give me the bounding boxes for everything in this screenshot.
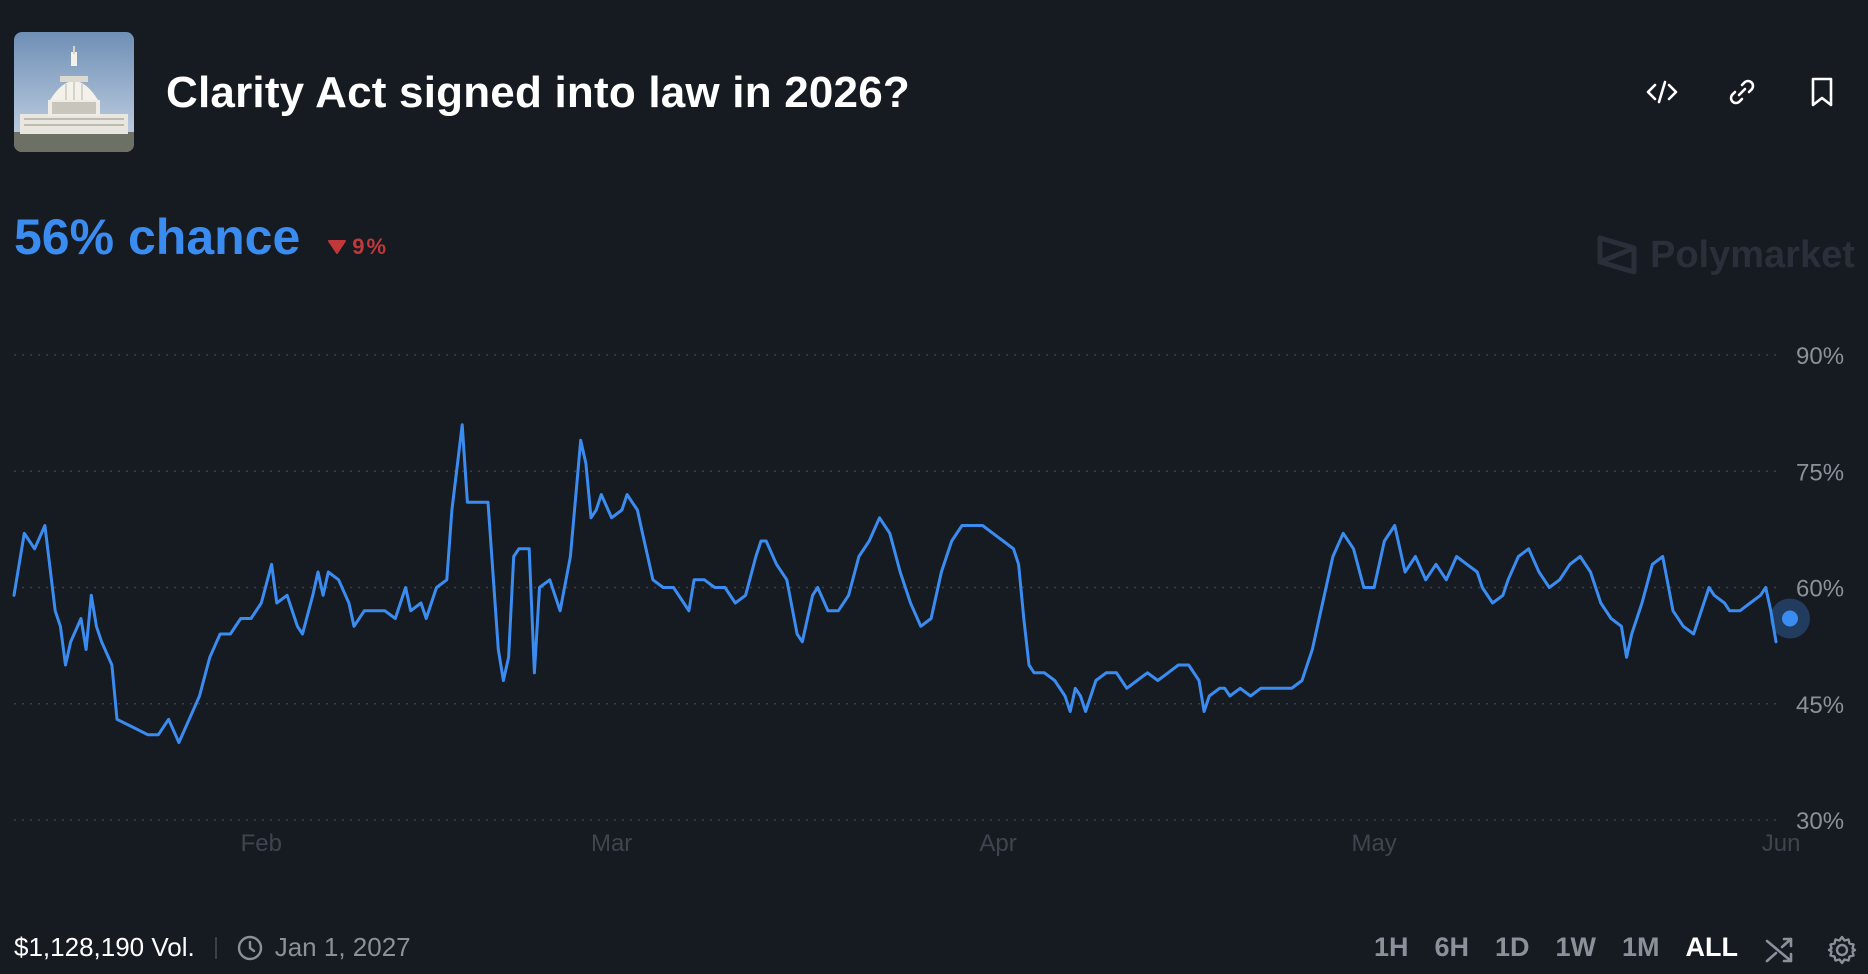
time-range-selector: 1H 6H 1D 1W 1M ALL — [1348, 932, 1738, 963]
volume-text: $1,128,190 Vol. — [14, 932, 195, 962]
market-title: Clarity Act signed into law in 2026? — [166, 68, 910, 117]
y-tick-label: 90% — [1796, 343, 1844, 370]
market-footer: $1,128,190 Vol. Jan 1, 2027 — [14, 932, 411, 963]
end-date: Jan 1, 2027 — [237, 932, 411, 963]
footer-divider — [214, 936, 217, 959]
x-tick-label: Mar — [591, 830, 632, 857]
range-6h[interactable]: 6H — [1434, 932, 1469, 962]
capitol-building-image — [14, 32, 134, 152]
range-1w[interactable]: 1W — [1555, 932, 1597, 962]
market-thumbnail — [14, 32, 134, 152]
y-tick-label: 45% — [1796, 692, 1844, 719]
y-tick-label: 60% — [1796, 576, 1844, 603]
y-tick-label: 75% — [1796, 459, 1844, 486]
x-tick-label: May — [1351, 830, 1396, 857]
x-tick-label: Feb — [241, 830, 282, 857]
watermark-text: Polymarket — [1650, 233, 1855, 276]
embed-code-icon[interactable] — [1640, 70, 1684, 114]
end-date-text: Jan 1, 2027 — [274, 932, 411, 962]
chance-value: 56% chance — [14, 209, 301, 265]
range-all[interactable]: ALL — [1685, 932, 1738, 962]
link-icon[interactable] — [1720, 70, 1764, 114]
probability-summary: 56% chance 9% — [14, 208, 388, 266]
range-1d[interactable]: 1D — [1494, 932, 1530, 962]
down-triangle-icon — [328, 240, 347, 254]
x-tick-label: Jun — [1762, 830, 1801, 857]
polymarket-logo-icon — [1597, 235, 1637, 275]
range-1h[interactable]: 1H — [1373, 932, 1409, 962]
clock-icon — [237, 935, 262, 960]
change-value: 9% — [352, 234, 389, 259]
y-tick-label: 30% — [1796, 808, 1844, 835]
x-tick-label: Apr — [979, 830, 1016, 857]
polymarket-watermark: Polymarket — [1596, 232, 1855, 278]
series-line — [12, 423, 1778, 744]
settings-gear-icon[interactable] — [1822, 930, 1862, 970]
range-1m[interactable]: 1M — [1622, 932, 1660, 962]
bookmark-icon[interactable] — [1800, 70, 1844, 114]
change-badge: 9% — [328, 234, 388, 260]
shuffle-icon[interactable] — [1760, 930, 1800, 970]
current-point-marker — [1782, 610, 1798, 627]
